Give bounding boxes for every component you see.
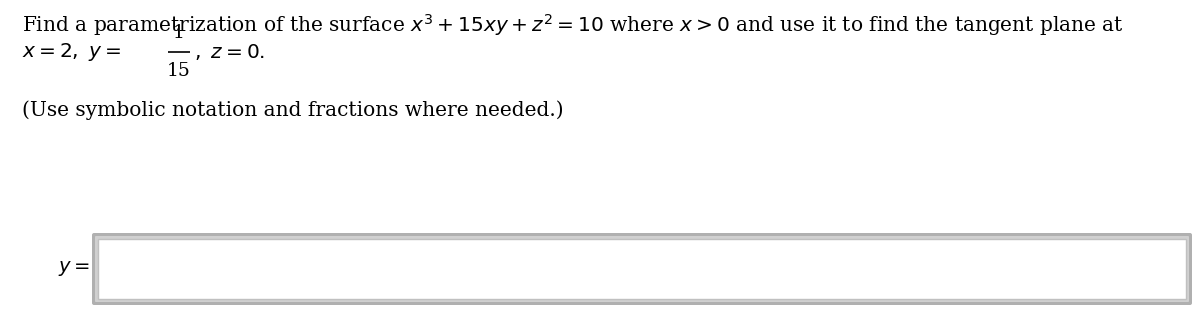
FancyBboxPatch shape [95,236,1189,302]
Text: $y =$: $y =$ [58,259,90,279]
Text: 1: 1 [173,24,185,42]
FancyBboxPatch shape [98,239,1186,299]
FancyBboxPatch shape [92,233,1192,305]
Text: (Use symbolic notation and fractions where needed.): (Use symbolic notation and fractions whe… [22,100,564,120]
Text: Find a parametrization of the surface $x^3 + 15xy + z^2 = 10$ where $x > 0$ and : Find a parametrization of the surface $x… [22,12,1124,38]
Text: $,\ z = 0.$: $,\ z = 0.$ [194,42,265,62]
Text: 15: 15 [167,62,191,80]
Text: $x = 2,\ y = $: $x = 2,\ y = $ [22,41,121,63]
